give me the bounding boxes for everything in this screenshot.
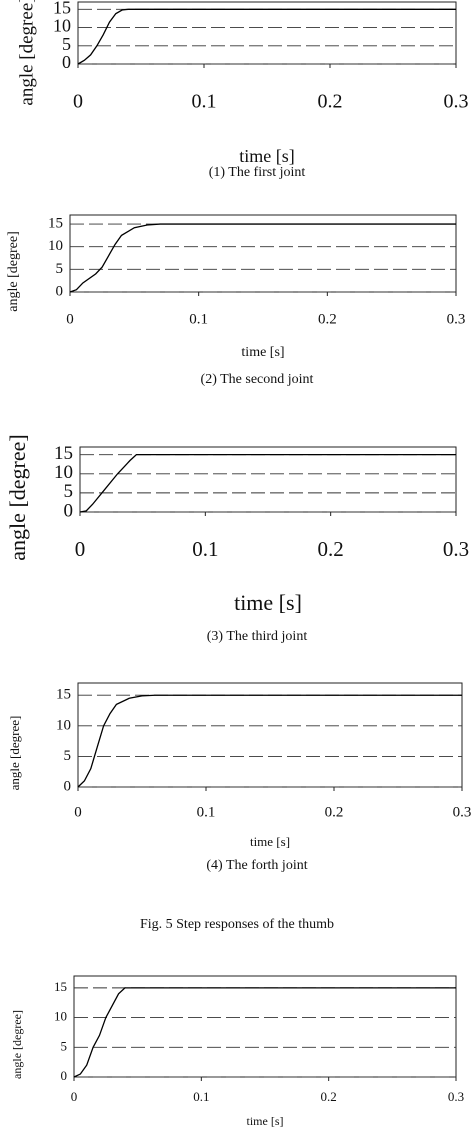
y-tick-label: 15 [54,979,67,994]
y-axis-label: angle [degree] [6,231,21,311]
y-tick-label: 15 [54,443,73,464]
y-axis-label: angle [degree] [5,434,30,560]
x-tick-label: 0 [71,1089,78,1104]
y-tick-label: 0 [64,500,74,521]
plot-frame [73,975,457,1078]
y-axis-label: angle [degree] [16,0,37,106]
x-tick-label: 0.2 [318,91,343,113]
y-tick-label: 15 [56,687,71,703]
x-tick-label: 0 [73,91,83,113]
x-axis-label: time [s] [241,345,284,360]
y-tick-label: 5 [64,481,74,502]
y-tick-label: 15 [53,0,71,17]
y-tick-label: 15 [48,215,63,231]
x-axis-label: time [s] [247,1114,284,1128]
x-tick-label: 0.1 [192,91,217,113]
y-tick-label: 0 [56,283,64,299]
x-tick-label: 0.2 [318,537,344,561]
x-tick-label: 0.2 [325,804,344,820]
plot-frame [79,446,457,513]
subfigure-caption: (4) The forth joint [206,858,307,873]
y-tick-label: 0 [64,778,72,794]
x-axis-label: time [s] [250,834,290,849]
x-tick-label: 0.2 [321,1089,337,1104]
y-tick-label: 0 [62,52,71,72]
x-axis-label: time [s] [234,590,302,615]
y-tick-label: 10 [56,717,71,733]
x-tick-label: 0.3 [444,91,469,113]
subfigure-caption: (2) The second joint [201,372,314,387]
y-tick-label: 10 [53,16,71,36]
data-line [73,987,456,1078]
y-tick-label: 0 [61,1068,68,1083]
x-tick-label: 0.3 [448,1089,464,1104]
x-tick-label: 0.1 [193,1089,209,1104]
x-tick-label: 0.1 [192,537,218,561]
y-axis-label: angle [degree] [7,716,22,791]
x-tick-label: 0.1 [189,311,208,327]
figure-caption: Fig. 5 Step responses of the thumb [140,917,334,932]
x-tick-label: 0.3 [443,537,469,561]
x-tick-label: 0.2 [318,311,337,327]
plot-frame [77,1,457,65]
x-tick-label: 0.1 [197,804,216,820]
subfigure-caption: (1) The first joint [209,165,306,180]
x-tick-label: 0.3 [447,311,466,327]
y-tick-label: 5 [56,261,64,277]
data-line [79,453,456,513]
plot-frame [77,682,463,788]
x-tick-label: 0 [74,804,82,820]
x-tick-label: 0 [66,311,74,327]
subfigure-caption: (3) The third joint [207,629,308,644]
y-tick-label: 5 [61,1038,68,1053]
x-axis-label: time [s] [239,146,295,166]
data-line [69,223,456,293]
y-tick-label: 10 [54,1009,67,1024]
plot-frame [69,214,457,293]
data-line [77,8,456,65]
y-tick-label: 10 [54,462,73,483]
y-tick-label: 5 [64,748,72,764]
y-axis-label: angle [degree] [10,1010,24,1079]
x-tick-label: 0 [75,537,86,561]
y-tick-label: 5 [62,34,71,54]
y-tick-label: 10 [48,238,63,254]
data-line [77,694,462,788]
x-tick-label: 0.3 [453,804,472,820]
